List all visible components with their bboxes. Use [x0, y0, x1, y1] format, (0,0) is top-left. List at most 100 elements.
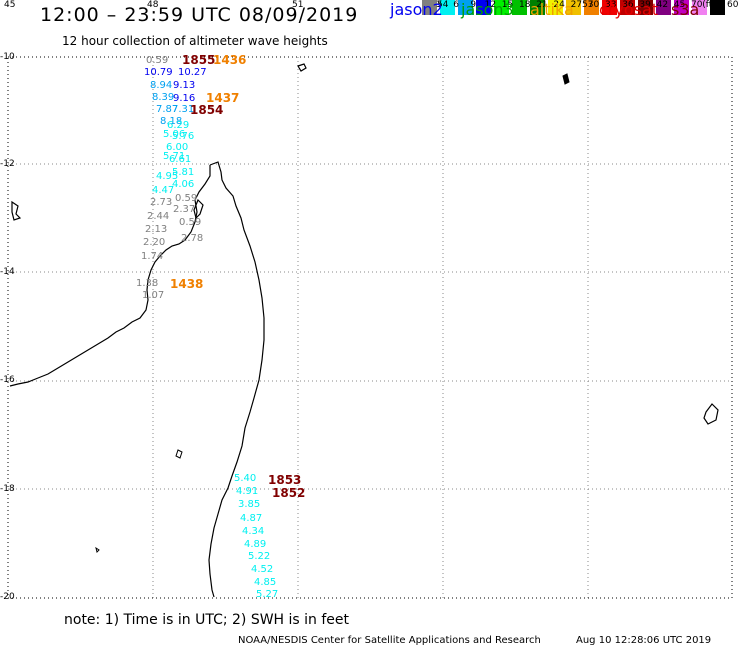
longitude-label: 57: [582, 0, 594, 10]
glorioso-island: [297, 63, 307, 72]
mayotte-island: [11, 200, 22, 221]
longitude-label: 60: [727, 0, 739, 10]
wave-height-value: 4.91: [236, 486, 259, 497]
wave-height-value: 6.29: [167, 120, 190, 131]
wave-height-value: 2.37: [173, 204, 196, 215]
colorbar-label: 15: [501, 0, 514, 10]
colorbar-label: 42: [656, 0, 669, 10]
colorbar-swatch: [530, 0, 545, 15]
wave-height-value: 10.79: [144, 67, 173, 78]
wave-height-value: 4.89: [244, 539, 267, 550]
colorbar-label: 70: [691, 0, 703, 10]
wave-height-value: 0.59: [175, 193, 198, 204]
nosy-be-island: [193, 198, 204, 220]
wave-height-value: 8.39: [152, 92, 175, 103]
pass-time-label: 1852: [272, 486, 306, 500]
latitude-label: -12: [0, 159, 15, 169]
wave-height-value: 9.13: [173, 80, 196, 91]
latitude-label: -16: [0, 375, 15, 385]
pass-time-label: 1438: [170, 277, 204, 291]
colorbar-swatch: [512, 0, 527, 15]
longitude-label: 48: [147, 0, 159, 10]
wave-height-value: 8.18: [160, 116, 183, 127]
colorbar-swatch: [674, 0, 689, 15]
colorbar-swatch: [584, 0, 599, 15]
wave-height-value: 2.20: [143, 237, 166, 248]
pass-time-label: 1854: [190, 103, 224, 117]
map-subtitle: 12 hour collection of altimeter wave hei…: [62, 34, 328, 48]
colorbar-swatch: [494, 0, 509, 15]
map-frame: [7, 56, 733, 599]
wave-height-value: 7.87: [156, 104, 179, 115]
wave-height-value: 2.73: [150, 197, 173, 208]
wave-height-value: 5.71: [163, 151, 186, 162]
latitude-label: -10: [0, 52, 15, 62]
wave-height-value: 4.85: [254, 577, 277, 588]
wave-height-value: 4.95: [156, 171, 179, 182]
colorbar-swatch: [692, 0, 707, 15]
wave-height-value: 0.59: [146, 55, 169, 66]
latitude-label: -18: [0, 484, 15, 494]
colorbar-swatch: [440, 0, 455, 15]
wave-height-value: 2.44: [147, 211, 170, 222]
colorbar-label: 45: [673, 0, 686, 10]
colorbar-label: 18: [519, 0, 531, 10]
wave-height-value: 4.47: [152, 185, 175, 196]
wave-height-value: 4.87: [240, 513, 263, 524]
wave-height-value: 4.52: [251, 564, 274, 575]
latitude-label: -20: [0, 592, 15, 602]
wave-height-value: 3.85: [238, 499, 261, 510]
wave-height-value: 2.78: [181, 233, 204, 244]
wave-height-value: 6.61: [169, 154, 192, 165]
colorbar-swatch: [422, 0, 437, 15]
pass-time-label: 1853: [268, 473, 302, 487]
colorbar-label: 9: [470, 0, 477, 10]
footer-note: note: 1) Time is in UTC; 2) SWH is in fe…: [64, 612, 350, 628]
colorbar-swatch: [458, 0, 473, 15]
colorbar-label: 3: [436, 0, 442, 10]
pass-time-label: 1855: [182, 53, 216, 67]
latitude-label: -14: [0, 267, 15, 277]
colorbar-swatch: [602, 0, 617, 15]
colorbar-label: (ft): [702, 0, 716, 10]
mission-jason2: jason2: [390, 0, 443, 19]
longitude-label: 51: [292, 0, 304, 10]
colorbar-label: 12: [484, 0, 497, 10]
longitude-label: 54: [437, 0, 449, 10]
colorbar-swatch: [620, 0, 635, 15]
graticule: [8, 56, 733, 598]
colorbar-label: 21: [536, 0, 548, 10]
colorbar-label: 6: [453, 0, 459, 10]
mission-cryosat: cryosat: [599, 0, 659, 19]
wave-height-value: 7.31: [172, 104, 195, 115]
wave-height-value: 1.38: [136, 278, 159, 289]
colorbar-swatch: [566, 0, 581, 15]
colorbar-label: 24: [553, 0, 565, 10]
wave-height-value: 9.16: [173, 93, 196, 104]
tromelin-island: [703, 403, 719, 425]
wave-height-value: 0.59: [179, 217, 202, 228]
agalega-island: [562, 73, 570, 85]
colorbar-swatch: [476, 0, 491, 15]
colorbar-swatch: [656, 0, 671, 15]
wave-height-value: 5.40: [234, 473, 257, 484]
wave-height-value: 4.06: [172, 179, 195, 190]
wave-height-value: 2.13: [145, 224, 168, 235]
colorbar-label: 30: [587, 0, 600, 10]
wave-height-value: 5.06: [163, 129, 186, 140]
wave-height-value: 10.27: [178, 67, 207, 78]
colorbar-swatch: [548, 0, 563, 15]
pass-time-label: 1436: [213, 53, 247, 67]
colorbar-label: 33: [605, 0, 617, 10]
mission-s3a: s3a: [671, 0, 700, 19]
wave-height-value: 1.07: [142, 290, 165, 301]
colorbar-label: 39: [639, 0, 651, 10]
mission-jason3: jason3: [461, 0, 514, 19]
europa-island: [95, 546, 100, 553]
coast-islet: [175, 449, 183, 459]
wave-height-value: 5.76: [172, 131, 195, 142]
colorbar-label: 36: [622, 0, 634, 10]
pass-time-label: 1437: [206, 91, 240, 105]
mission-altika: altika: [530, 0, 574, 19]
